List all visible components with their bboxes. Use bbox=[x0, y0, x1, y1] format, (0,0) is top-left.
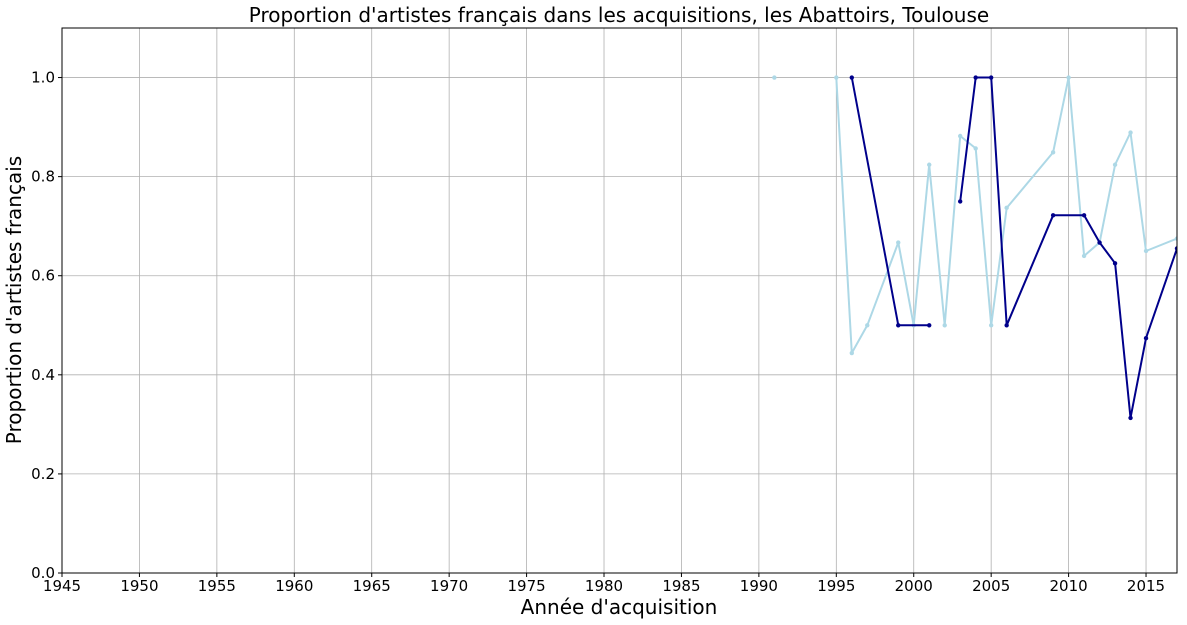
data-point bbox=[849, 75, 854, 80]
y-tick-label: 1.0 bbox=[31, 69, 55, 87]
x-tick-label: 1985 bbox=[662, 577, 700, 595]
x-tick-label: 2015 bbox=[1127, 577, 1165, 595]
series-2 bbox=[849, 75, 1177, 421]
x-tick-label: 1975 bbox=[507, 577, 545, 595]
y-tick-label: 0.4 bbox=[31, 366, 55, 384]
series-1 bbox=[772, 75, 1177, 356]
x-tick-label: 1970 bbox=[430, 577, 468, 595]
data-point bbox=[1081, 213, 1087, 218]
x-axis-label: Année d'acquisition bbox=[521, 595, 718, 619]
data-point bbox=[896, 240, 901, 245]
data-point bbox=[1174, 246, 1177, 251]
data-point bbox=[927, 162, 932, 167]
y-axis-label: Proportion d'artistes français bbox=[2, 156, 26, 444]
y-tick-label: 0.0 bbox=[31, 564, 55, 582]
grid bbox=[61, 28, 1177, 574]
data-point bbox=[942, 323, 947, 328]
data-point bbox=[1050, 150, 1056, 155]
x-axis: 1945 1950 1955 1960 1965 1970 1975 1980 1985 1990… bbox=[43, 573, 1165, 595]
data-point bbox=[927, 323, 932, 328]
x-tick-label: 1945 bbox=[43, 577, 81, 595]
data-point bbox=[1143, 335, 1149, 341]
data-point bbox=[865, 323, 870, 328]
data-point bbox=[988, 75, 994, 80]
y-tick-label: 0.2 bbox=[31, 465, 55, 483]
series-group bbox=[772, 75, 1177, 421]
x-tick-label: 1980 bbox=[585, 577, 623, 595]
x-tick-label: 1995 bbox=[817, 577, 855, 595]
data-point bbox=[973, 146, 978, 151]
x-tick-label: 1950 bbox=[120, 577, 158, 595]
data-point bbox=[973, 75, 978, 80]
x-tick-label: 1990 bbox=[740, 577, 778, 595]
y-tick-label: 0.8 bbox=[31, 168, 55, 186]
chart-title: Proportion d'artistes français dans les … bbox=[249, 3, 989, 27]
y-tick-label: 0.6 bbox=[31, 267, 55, 285]
data-point bbox=[988, 323, 994, 328]
data-point bbox=[834, 75, 839, 80]
x-tick-label: 2005 bbox=[972, 577, 1010, 595]
data-point bbox=[957, 199, 963, 204]
data-point bbox=[1004, 205, 1009, 211]
data-point bbox=[1128, 415, 1133, 421]
data-point bbox=[849, 350, 854, 356]
data-point bbox=[1066, 75, 1071, 80]
data-point bbox=[1081, 253, 1087, 259]
x-tick-label: 1960 bbox=[275, 577, 313, 595]
data-point bbox=[772, 75, 777, 80]
data-point bbox=[1097, 240, 1102, 245]
x-tick-label: 2000 bbox=[895, 577, 933, 595]
data-point bbox=[1143, 248, 1149, 254]
data-point bbox=[1004, 323, 1009, 328]
data-point bbox=[1050, 213, 1056, 218]
data-point bbox=[957, 133, 963, 139]
data-point bbox=[1112, 261, 1118, 266]
data-point bbox=[1112, 162, 1118, 167]
x-tick-label: 2010 bbox=[1050, 577, 1088, 595]
x-tick-label: 1965 bbox=[353, 577, 391, 595]
y-axis: 0.0 0.2 0.4 0.6 0.8 1.0 bbox=[31, 69, 62, 582]
data-point bbox=[1174, 236, 1177, 241]
data-point bbox=[1128, 130, 1133, 135]
data-point bbox=[896, 323, 901, 328]
plot-frame bbox=[61, 27, 1178, 574]
x-tick-label: 1955 bbox=[198, 577, 236, 595]
